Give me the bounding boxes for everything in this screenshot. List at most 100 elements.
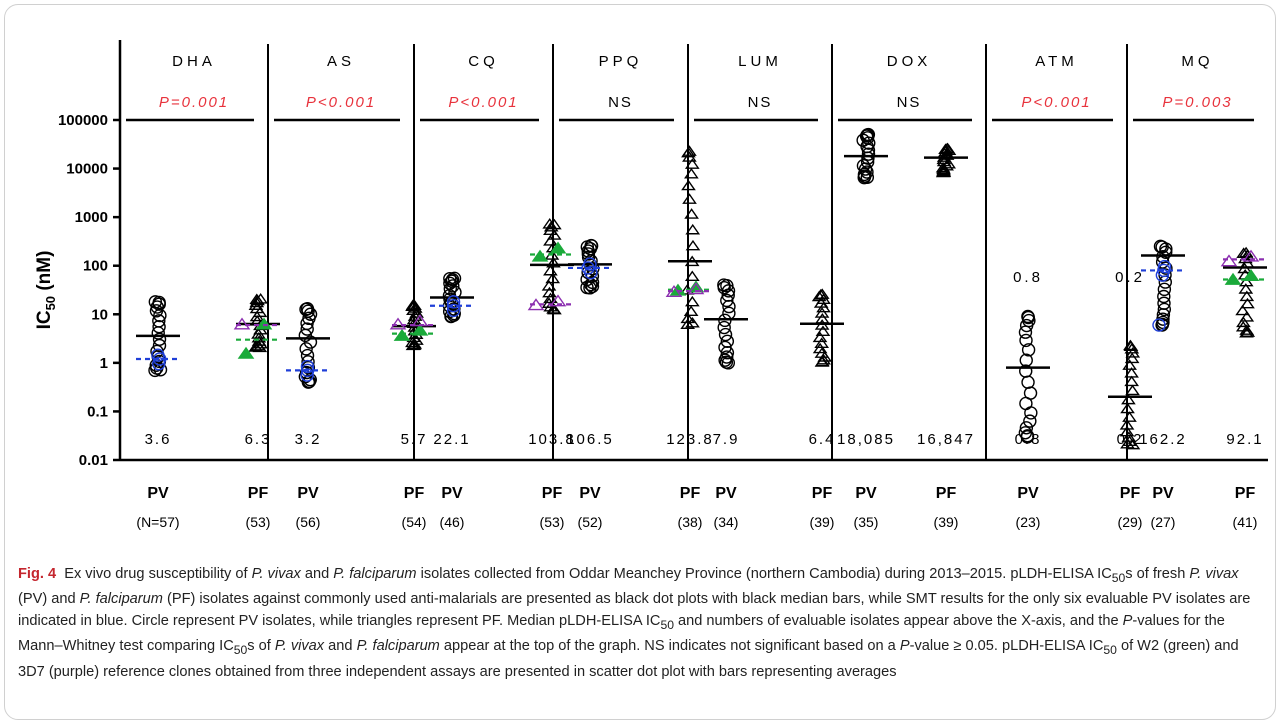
panel-title: MQ: [1181, 53, 1213, 70]
chart: 0.01 0.1 1 10 100 1000 10000 100000 IC50 (nM) DHA…: [34, 40, 1268, 530]
pf-point: [546, 303, 561, 314]
pv-point: [300, 302, 315, 316]
pf-point: [812, 331, 828, 343]
caption-text: -values for the Mann–Whitney test compar…: [18, 612, 1225, 655]
d37-point: [1220, 254, 1238, 267]
pf-point: [543, 224, 558, 236]
pf-point: [1124, 375, 1140, 387]
sample-size-label: (N=57): [136, 514, 179, 530]
x-tick-label: PF: [936, 485, 957, 502]
pf-point: [543, 300, 558, 312]
pv-point: [1018, 426, 1033, 440]
pv-point: [1157, 282, 1172, 297]
x-tick-label: PF: [1235, 485, 1256, 502]
caption-text: -value ≥ 0.05. pLDH-ELISA IC: [909, 638, 1104, 655]
pv-point: [1019, 353, 1033, 367]
median-label: 22.1: [433, 431, 470, 448]
median-label: 162.2: [1139, 431, 1187, 448]
pf-point: [682, 145, 697, 156]
w2-point: [393, 328, 411, 341]
median-label: 6.4: [809, 431, 836, 448]
pv-point: [443, 276, 457, 291]
pv-point: [446, 299, 461, 313]
pv-point: [443, 271, 457, 286]
caption-subscript: 50: [233, 643, 248, 658]
caption-subscript: 50: [1103, 643, 1117, 658]
pf-point: [1239, 324, 1255, 335]
pf-point: [1121, 431, 1137, 442]
panel-pvalue: P=0.001: [159, 94, 229, 111]
caption-species: P. falciparum: [79, 591, 163, 608]
pf-point: [684, 270, 700, 282]
figure-frame: [4, 4, 1276, 720]
caption-species: P. vivax: [274, 638, 325, 655]
w2-point: [411, 323, 429, 336]
pv-point: [581, 261, 595, 275]
median-label: 6.3: [245, 431, 272, 448]
panel-pvalue: P=0.003: [1162, 94, 1232, 111]
pv-point: [1157, 296, 1171, 310]
x-tick-label: PF: [812, 485, 833, 502]
caption-subscript: 50: [660, 617, 674, 632]
pf-point: [1238, 283, 1254, 294]
pf-point: [1236, 316, 1251, 328]
median-label: 3.2: [295, 431, 322, 448]
pf-point: [1125, 384, 1140, 396]
pf-point: [812, 342, 828, 354]
caption-species: P. falciparum: [333, 566, 417, 582]
pv-point: [584, 238, 598, 253]
pf-point: [1124, 342, 1140, 354]
median-label: 123.8: [666, 431, 714, 448]
caption-figure-label: Fig. 4: [18, 566, 57, 582]
sample-size-label: (39): [934, 514, 959, 530]
pf-point: [251, 335, 267, 346]
pv-point: [1156, 315, 1170, 330]
panel-title: LUM: [738, 53, 782, 70]
pv-point: [300, 368, 314, 382]
w2-point: [549, 241, 567, 254]
y-tick-label: 1: [100, 355, 108, 372]
sample-size-label: (39): [810, 514, 835, 530]
pf-point: [683, 305, 699, 317]
pv-point: [1021, 309, 1035, 324]
pf-point: [684, 208, 699, 219]
pf-point: [1239, 311, 1255, 322]
panel-title: PPQ: [599, 53, 643, 70]
x-tick-label: PF: [248, 485, 269, 502]
pv-point: [148, 363, 162, 378]
pf-point: [685, 295, 700, 307]
pf-point: [1124, 367, 1139, 378]
median-label: 0.8: [1015, 431, 1042, 448]
pf-point: [1122, 359, 1137, 370]
panel-pvalue: NS: [608, 94, 633, 111]
pf-point: [1119, 419, 1135, 430]
caption-text: and numbers of evaluable isolates appear…: [673, 612, 1123, 629]
panel-pvalue: NS: [897, 94, 922, 111]
x-tick-label: PV: [855, 485, 877, 502]
pf-point: [543, 235, 558, 246]
caption-text: Ex vivo drug susceptibility of: [64, 566, 252, 582]
panel-title: DHA: [172, 53, 216, 70]
pf-point: [1238, 275, 1254, 287]
pv-point: [300, 322, 314, 336]
d37-point: [687, 282, 705, 295]
pf-point: [680, 312, 696, 324]
caption-text: (PV) and: [18, 591, 80, 608]
pv-point: [1157, 289, 1171, 304]
caption-text: of W2 (green) and 3D7 (purple) reference…: [18, 638, 1239, 680]
pv-point: [1023, 386, 1038, 400]
x-tick-label: PV: [1152, 485, 1174, 502]
sample-size-label: (23): [1016, 514, 1041, 530]
pf-point: [815, 325, 831, 336]
pv-point: [1023, 414, 1037, 428]
y-tick-label: 100: [83, 258, 108, 275]
pf-point: [1120, 402, 1135, 414]
pf-point: [1240, 297, 1255, 309]
pv-point: [300, 363, 315, 378]
pv-point: [718, 327, 733, 342]
median-label: 92.1: [1226, 431, 1263, 448]
x-tick-label: PV: [579, 485, 601, 502]
caption-italic: P: [899, 638, 910, 655]
pv-point: [1021, 375, 1035, 389]
x-tick-label: PV: [441, 485, 463, 502]
